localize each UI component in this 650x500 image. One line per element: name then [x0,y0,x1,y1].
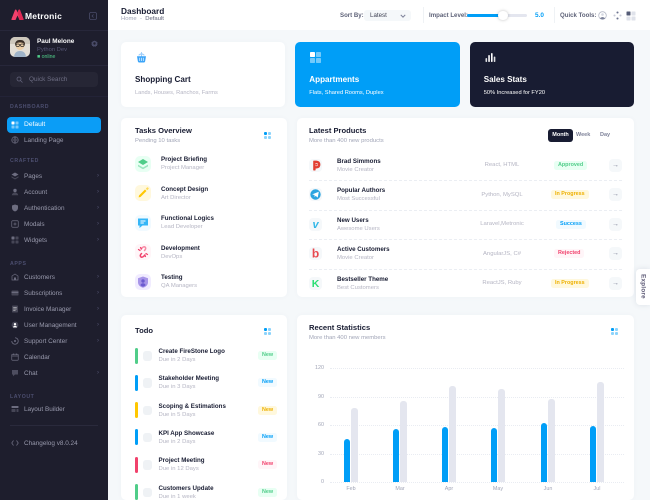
svg-text:v: v [312,219,319,231]
svg-text:b: b [312,247,319,260]
svg-text:K: K [312,278,320,290]
